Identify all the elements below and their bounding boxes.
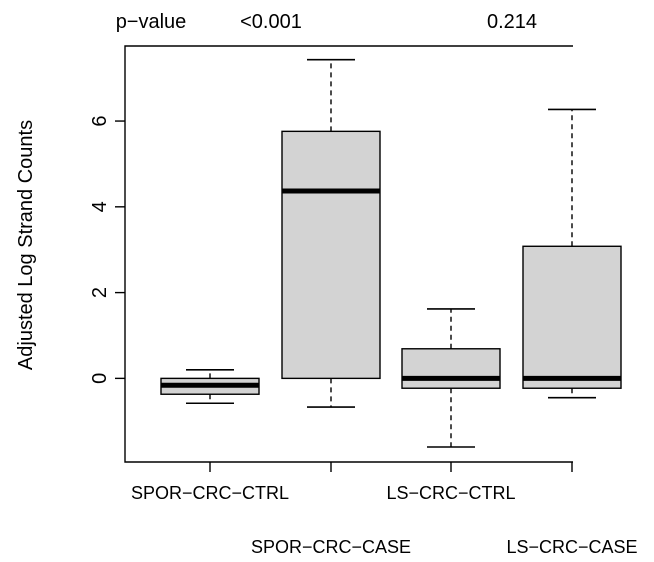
x-tick-label-3: LS−CRC−CASE [506, 537, 637, 557]
box-2 [401, 348, 501, 389]
pvalue-label-spor: <0.001 [240, 11, 302, 33]
x-tick-label-2: LS−CRC−CTRL [386, 483, 515, 503]
x-tick-label-0: SPOR−CRC−CTRL [131, 483, 289, 503]
box-3 [522, 245, 622, 389]
y-tick-label-2: 4 [89, 201, 111, 212]
plot-frame [124, 45, 573, 463]
y-tick-label-1: 2 [89, 287, 111, 298]
y-tick-label-3: 6 [89, 115, 111, 126]
box-1 [281, 130, 381, 380]
pvalue-header: p−value [116, 11, 187, 33]
y-tick-label-0: 0 [89, 373, 111, 384]
pvalue-label-ls: 0.214 [487, 11, 537, 33]
x-tick-label-1: SPOR−CRC−CASE [251, 537, 411, 557]
y-axis-label: Adjusted Log Strand Counts [15, 120, 37, 370]
